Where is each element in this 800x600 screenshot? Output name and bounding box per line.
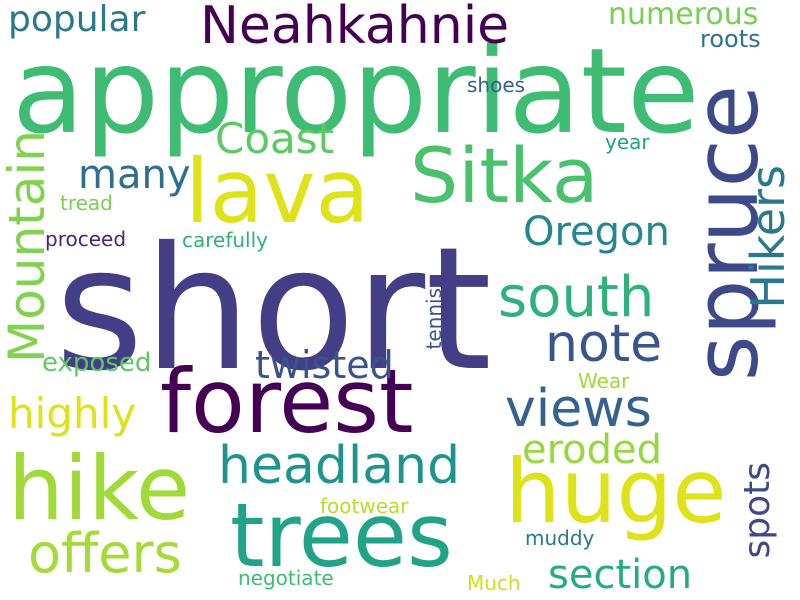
word-forest: forest bbox=[160, 350, 414, 453]
word-proceed: proceed bbox=[45, 227, 127, 251]
word-year: year bbox=[605, 130, 650, 154]
word-offers: offers bbox=[28, 522, 182, 585]
word-negotiate: negotiate bbox=[238, 566, 334, 590]
word-views: views bbox=[505, 379, 652, 439]
word-footwear: footwear bbox=[320, 494, 409, 518]
word-hikers: Hikers bbox=[741, 165, 795, 309]
word-appropriate: appropriate bbox=[12, 22, 700, 160]
word-eroded: eroded bbox=[522, 427, 663, 473]
word-many: many bbox=[78, 152, 191, 198]
word-neahkahnie: Neahkahnie bbox=[200, 0, 510, 56]
word-note: note bbox=[545, 314, 663, 374]
word-lava: lava bbox=[185, 140, 370, 243]
word-carefully: carefully bbox=[182, 228, 269, 252]
word-exposed: exposed bbox=[42, 348, 152, 378]
word-popular: popular bbox=[8, 0, 146, 40]
word-section: section bbox=[548, 552, 693, 598]
word-oregon: Oregon bbox=[523, 209, 670, 255]
word-hike: hike bbox=[8, 437, 191, 540]
word-shoes: shoes bbox=[467, 73, 526, 97]
word-huge: huge bbox=[505, 440, 727, 543]
word-short: short bbox=[55, 211, 492, 409]
word-twisted: twisted bbox=[255, 343, 394, 387]
word-south: south bbox=[498, 265, 655, 330]
word-sitka: Sitka bbox=[410, 131, 599, 220]
word-roots: roots bbox=[700, 25, 761, 53]
word-muddy: muddy bbox=[525, 526, 595, 550]
word-trees: trees bbox=[230, 484, 453, 587]
word-much: Much bbox=[467, 571, 521, 595]
word-coast: Coast bbox=[215, 114, 335, 163]
word-spots: spots bbox=[737, 462, 778, 559]
word-tennis: tennis bbox=[422, 288, 446, 350]
word-wear: Wear bbox=[578, 369, 630, 393]
word-headland: headland bbox=[218, 436, 461, 496]
word-numerous: numerous bbox=[608, 0, 759, 32]
word-tread: tread bbox=[60, 191, 113, 215]
word-highly: highly bbox=[8, 389, 137, 438]
